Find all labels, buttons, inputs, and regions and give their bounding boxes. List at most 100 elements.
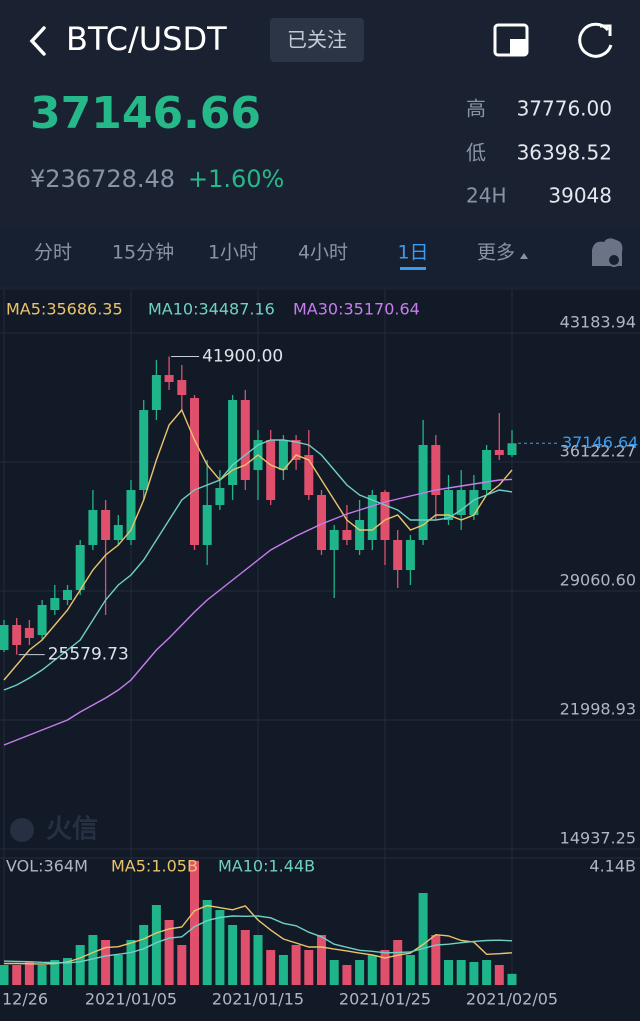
candle-body [202, 505, 212, 545]
volume-bar [177, 944, 187, 985]
candle-body [494, 450, 504, 456]
x-tick-label: 2021/01/05 [85, 990, 177, 1009]
volume-bar [151, 904, 161, 985]
volume-bar [405, 954, 415, 985]
volume-bar [37, 964, 47, 985]
legend-entry: MA10:1.44B [218, 857, 315, 876]
volume-legend: VOL:364M [6, 857, 88, 876]
candle-body [393, 540, 403, 571]
candle-body [507, 443, 517, 456]
volume-bar [418, 893, 428, 985]
candle-body [24, 628, 34, 638]
volume-bar [228, 924, 238, 985]
window-icon[interactable] [493, 23, 529, 57]
x-tick-label: 2021/02/05 [466, 990, 558, 1009]
volume-tick-label: 4.14B [589, 857, 636, 876]
volume-bar [12, 964, 22, 985]
cny-price: ¥236728.48 [30, 165, 175, 193]
candle-body [50, 598, 60, 611]
low-annotation: 25579.73 [48, 645, 129, 665]
candle-body [456, 490, 466, 516]
ma-line [3, 478, 513, 746]
volume-bar [139, 924, 149, 985]
y-tick-label: 43183.94 [560, 313, 636, 332]
candle-body [405, 540, 415, 571]
settings-gear [607, 253, 621, 267]
tab[interactable]: 更多 [477, 242, 515, 264]
watermark-icon [10, 818, 34, 842]
volume-bar [329, 959, 339, 985]
volume-bar [393, 939, 403, 985]
candle-body [113, 525, 123, 541]
legend-entry: MA5:35686.35 [6, 300, 123, 319]
volume-bar [202, 899, 212, 985]
volume-bar [482, 959, 492, 985]
volume-bar [0, 964, 9, 985]
volume-bar [24, 961, 34, 985]
back-button[interactable] [29, 26, 46, 56]
candle-body [190, 398, 199, 545]
ma-line [4, 904, 513, 965]
candle-body [278, 440, 288, 471]
candle-body [63, 590, 72, 600]
volume-bar [164, 919, 174, 985]
candle-body [37, 605, 47, 636]
tab[interactable]: 1小时 [208, 242, 258, 264]
volume-bar [507, 973, 517, 985]
volume-bar [456, 959, 466, 985]
candle-body [304, 455, 314, 495]
volume-bar [50, 959, 60, 985]
tab[interactable]: 15分钟 [112, 242, 174, 264]
change-percent: +1.60% [188, 165, 284, 193]
watermark: 火信 [46, 815, 98, 845]
tab[interactable]: 4小时 [298, 242, 348, 264]
ma-line [3, 915, 513, 964]
candle-body [317, 494, 326, 551]
high-annotation: 41900.00 [202, 346, 283, 366]
volume-bar [101, 939, 111, 985]
volume-bar [240, 929, 250, 985]
candle-body [139, 410, 149, 491]
x-tick-label: 2021/01/15 [212, 990, 304, 1009]
candle-body [240, 400, 250, 481]
candle-body [380, 492, 390, 541]
volume-bar [215, 909, 225, 985]
window-inset [510, 39, 527, 55]
tab-active[interactable]: 1日 [397, 242, 428, 264]
tab[interactable]: 分时 [34, 242, 72, 264]
y-tick-label: 36122.27 [560, 442, 636, 461]
candle-body [266, 440, 276, 501]
candle-body [215, 488, 225, 506]
volume-bar [266, 949, 276, 985]
stat-value: 39048 [548, 184, 612, 208]
candle-body [228, 400, 238, 486]
volume-bar [63, 958, 72, 985]
volume-bar [444, 959, 453, 985]
candle-body [329, 529, 339, 551]
stat-label: 24H [466, 184, 507, 208]
plot: 43183.94 36122.27 29060.60 21998.93 14937.25… [0, 290, 640, 1009]
follow-label[interactable]: 已关注 [287, 28, 347, 52]
refresh-icon[interactable] [578, 22, 613, 58]
pair-title: BTC/USDT [66, 20, 227, 58]
candle-body [0, 625, 9, 650]
volume-bar [317, 934, 326, 985]
candle-body [164, 375, 174, 383]
volume-bar [367, 954, 377, 985]
candle-body [177, 380, 187, 396]
volume-bar [88, 934, 98, 985]
candle-body [444, 490, 453, 521]
follow-button[interactable] [270, 18, 364, 62]
candle-body [12, 625, 22, 645]
tab-bar [0, 228, 640, 286]
volume-bar [380, 949, 390, 985]
settings-icon[interactable] [592, 238, 623, 267]
ma-line [3, 439, 513, 691]
volume-bar [75, 944, 85, 985]
stat-label: 高 [466, 97, 486, 121]
refresh-arrow [600, 24, 612, 36]
volume-bar [113, 954, 123, 985]
candle-body [101, 510, 111, 541]
legend-entry: MA30:35170.64 [293, 300, 420, 319]
candle-body [431, 444, 441, 495]
